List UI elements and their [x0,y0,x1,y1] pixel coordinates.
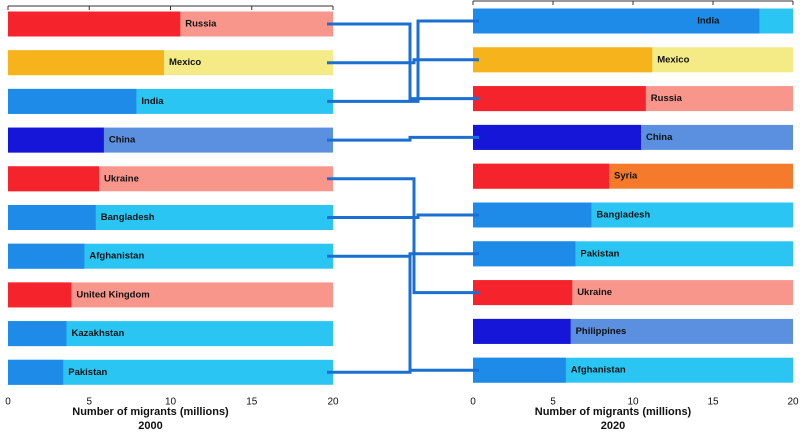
bar-label: Pakistan [68,367,107,378]
bar-label: Afghanistan [89,251,144,262]
bar-label: Bangladesh [596,210,650,221]
x-tick-label: 15 [707,397,719,408]
bar [473,124,641,150]
bar-label: Philippines [576,326,627,337]
x-tick-label: 20 [787,397,799,408]
bar [473,86,646,112]
x-tick-label: 20 [327,397,339,408]
bar [473,357,566,383]
connector [327,135,479,142]
bar-label: United Kingdom [76,289,149,300]
x-tick-label: 10 [627,397,639,408]
bar [8,11,181,37]
connector [327,177,479,295]
x-tick-label: 10 [165,397,177,408]
x-tick-label: 0 [5,397,11,408]
bar-label: India [141,96,164,107]
x-axis-label: Number of migrants (millions) [72,406,229,418]
bar [8,359,64,385]
bar-label: Mexico [657,54,689,65]
x-tick-label: 15 [246,397,258,408]
bar-label: Pakistan [580,248,619,259]
connector [327,58,479,65]
connector [327,213,479,219]
bar-label: Russia [185,19,217,30]
bar [8,321,67,347]
bar [473,163,609,189]
connector [327,252,479,374]
bar [473,202,592,228]
chart-title: 2020 [601,420,625,432]
x-axis-label: Number of migrants (millions) [535,406,692,418]
bar-label: Ukraine [577,287,612,298]
x-tick-label: 5 [86,397,92,408]
bar [8,88,137,114]
bar-label: China [109,135,136,146]
bar [473,318,571,344]
bar-label: Bangladesh [101,212,155,223]
bar [473,8,760,34]
x-tick-label: 0 [470,397,476,408]
x-tick-label: 5 [550,397,556,408]
chart-title: 2000 [138,420,162,432]
bar-label: Afghanistan [571,365,626,376]
bar-label: Mexico [169,57,201,68]
bar [8,127,104,153]
connector [327,19,479,103]
bar [473,241,576,267]
bar-label: China [646,132,673,143]
bar [8,243,85,269]
bar [473,47,653,73]
bar [8,205,96,230]
bar [8,50,164,76]
connector [327,254,479,372]
bar [8,282,72,308]
bar-label: Kazakhstan [72,328,125,339]
bar-label: India [697,16,720,27]
bar [473,280,573,306]
bar-label: Ukraine [104,173,139,184]
bar [8,166,99,192]
bar-label: Russia [651,93,683,104]
bar-label: Syria [614,171,638,182]
